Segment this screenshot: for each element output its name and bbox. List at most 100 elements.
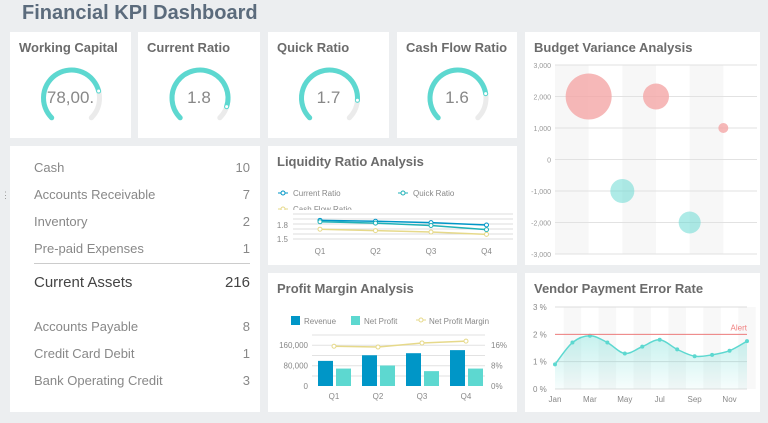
kpi-label: Current Ratio <box>147 40 231 55</box>
x-tick-label: Sep <box>688 395 703 404</box>
legend-marker <box>400 190 406 196</box>
y-tick-label: 1.5 <box>277 235 289 244</box>
data-point <box>692 354 697 359</box>
y2-tick-label: 0% <box>491 382 503 391</box>
data-point <box>463 338 469 344</box>
item-label: Bank Operating Credit <box>34 373 163 388</box>
liquidity-card: Liquidity Ratio Analysis Current Ratio Qu… <box>268 146 517 265</box>
legend-label: Current Ratio <box>293 189 341 198</box>
x-tick-label: Jul <box>655 395 665 404</box>
list-item: Cash 10 <box>34 160 250 175</box>
data-point <box>605 340 610 345</box>
gauge <box>299 67 360 121</box>
item-value: 2 <box>242 214 250 229</box>
series-line <box>319 228 487 236</box>
data-point <box>745 339 749 344</box>
y2-tick-label: 16% <box>491 341 507 350</box>
y-tick-label: 80,000 <box>284 362 309 371</box>
gauge-marker <box>96 88 102 94</box>
y-tick-label: 2 % <box>533 330 547 339</box>
gauge-marker <box>224 104 230 110</box>
data-point <box>484 227 489 233</box>
legend-clip <box>268 210 517 214</box>
x-tick-label: Mar <box>583 395 597 404</box>
list-item: Bank Operating Credit 3 <box>34 373 250 388</box>
kpi-value: 1.7 <box>316 88 341 107</box>
alert-label: Alert <box>731 323 748 332</box>
revenue-bar <box>362 355 377 386</box>
item-value: 7 <box>242 187 250 202</box>
area-fill <box>555 335 747 389</box>
bubble <box>643 83 669 110</box>
data-point <box>675 347 680 352</box>
kpi-card: Cash Flow Ratio 1.6 <box>397 32 517 138</box>
data-point <box>373 220 378 226</box>
net-profit-bar <box>424 371 439 386</box>
gauge-fill <box>41 67 102 121</box>
gauge <box>169 67 231 121</box>
item-label: Inventory <box>34 214 88 229</box>
budget-title: Budget Variance Analysis <box>534 40 693 55</box>
y-tick-label: 1.8 <box>277 221 289 230</box>
data-point <box>317 226 323 232</box>
gauge-fill <box>299 67 360 121</box>
data-point <box>428 222 434 228</box>
kpi-value: 1.6 <box>445 88 469 107</box>
total-value: 216 <box>224 274 250 291</box>
list-item: Inventory 2 <box>34 214 250 229</box>
list-item: Accounts Payable 8 <box>34 319 250 334</box>
legend-marker <box>418 317 424 323</box>
budget-card: Budget Variance Analysis 3,000 2,000 1,000… <box>525 32 760 265</box>
data-point <box>484 222 489 228</box>
gauge-fill <box>427 67 489 121</box>
y-tick-label: -1,000 <box>531 189 551 196</box>
series-line <box>319 220 487 231</box>
vendor-title: Vendor Payment Error Rate <box>534 281 704 296</box>
y-tick-label: 1,000 <box>533 126 551 133</box>
revenue-bar <box>318 360 333 386</box>
total-label: Current Assets <box>34 274 133 291</box>
data-point <box>331 343 337 349</box>
list-item: Credit Card Debit 1 <box>34 346 250 361</box>
liquidity-title: Liquidity Ratio Analysis <box>277 154 424 169</box>
profit-card: Profit Margin Analysis Revenue Net Profit… <box>268 273 517 412</box>
data-point <box>553 362 557 367</box>
list-item: Pre-paid Expenses 1 <box>34 241 250 256</box>
x-tick-label: Q4 <box>461 392 472 401</box>
y-tick-label: 3 % <box>533 303 547 312</box>
item-value: 1 <box>242 346 250 361</box>
item-label: Pre-paid Expenses <box>34 241 144 256</box>
item-label: Accounts Receivable <box>34 187 156 202</box>
item-value: 1 <box>242 241 250 256</box>
data-point <box>375 344 381 350</box>
data-point <box>428 229 434 235</box>
kpi-card: Quick Ratio 1.7 <box>268 32 389 138</box>
x-tick-label: Q2 <box>373 392 384 401</box>
y-tick-label: 0 <box>547 158 551 165</box>
net-profit-bar <box>468 368 483 386</box>
item-value: 10 <box>235 160 250 175</box>
data-point <box>570 340 575 345</box>
net-profit-bar <box>336 368 351 386</box>
data-point <box>484 231 489 237</box>
kpi-value: 78,00. <box>46 88 95 107</box>
legend-label: Net Profit <box>364 317 398 326</box>
data-point <box>317 219 323 225</box>
x-tick-label: Nov <box>722 395 736 404</box>
kpi-label: Working Capital <box>19 40 118 55</box>
gauge-marker <box>354 97 360 103</box>
bubble <box>610 179 635 203</box>
total-row: Current Assets 216 <box>34 274 250 291</box>
x-tick-label: Q3 <box>426 247 437 256</box>
y-tick-label: 0 <box>304 382 309 391</box>
series-line <box>319 219 487 226</box>
data-point <box>640 344 645 349</box>
item-label: Accounts Payable <box>34 319 139 334</box>
profit-title: Profit Margin Analysis <box>277 281 414 296</box>
drag-handle-icon[interactable]: ⋮ <box>1 190 10 200</box>
divider <box>34 263 250 264</box>
data-point <box>373 228 378 234</box>
x-tick-label: Q1 <box>329 392 340 401</box>
data-point <box>419 340 425 346</box>
list-item: Accounts Receivable 7 <box>34 187 250 202</box>
